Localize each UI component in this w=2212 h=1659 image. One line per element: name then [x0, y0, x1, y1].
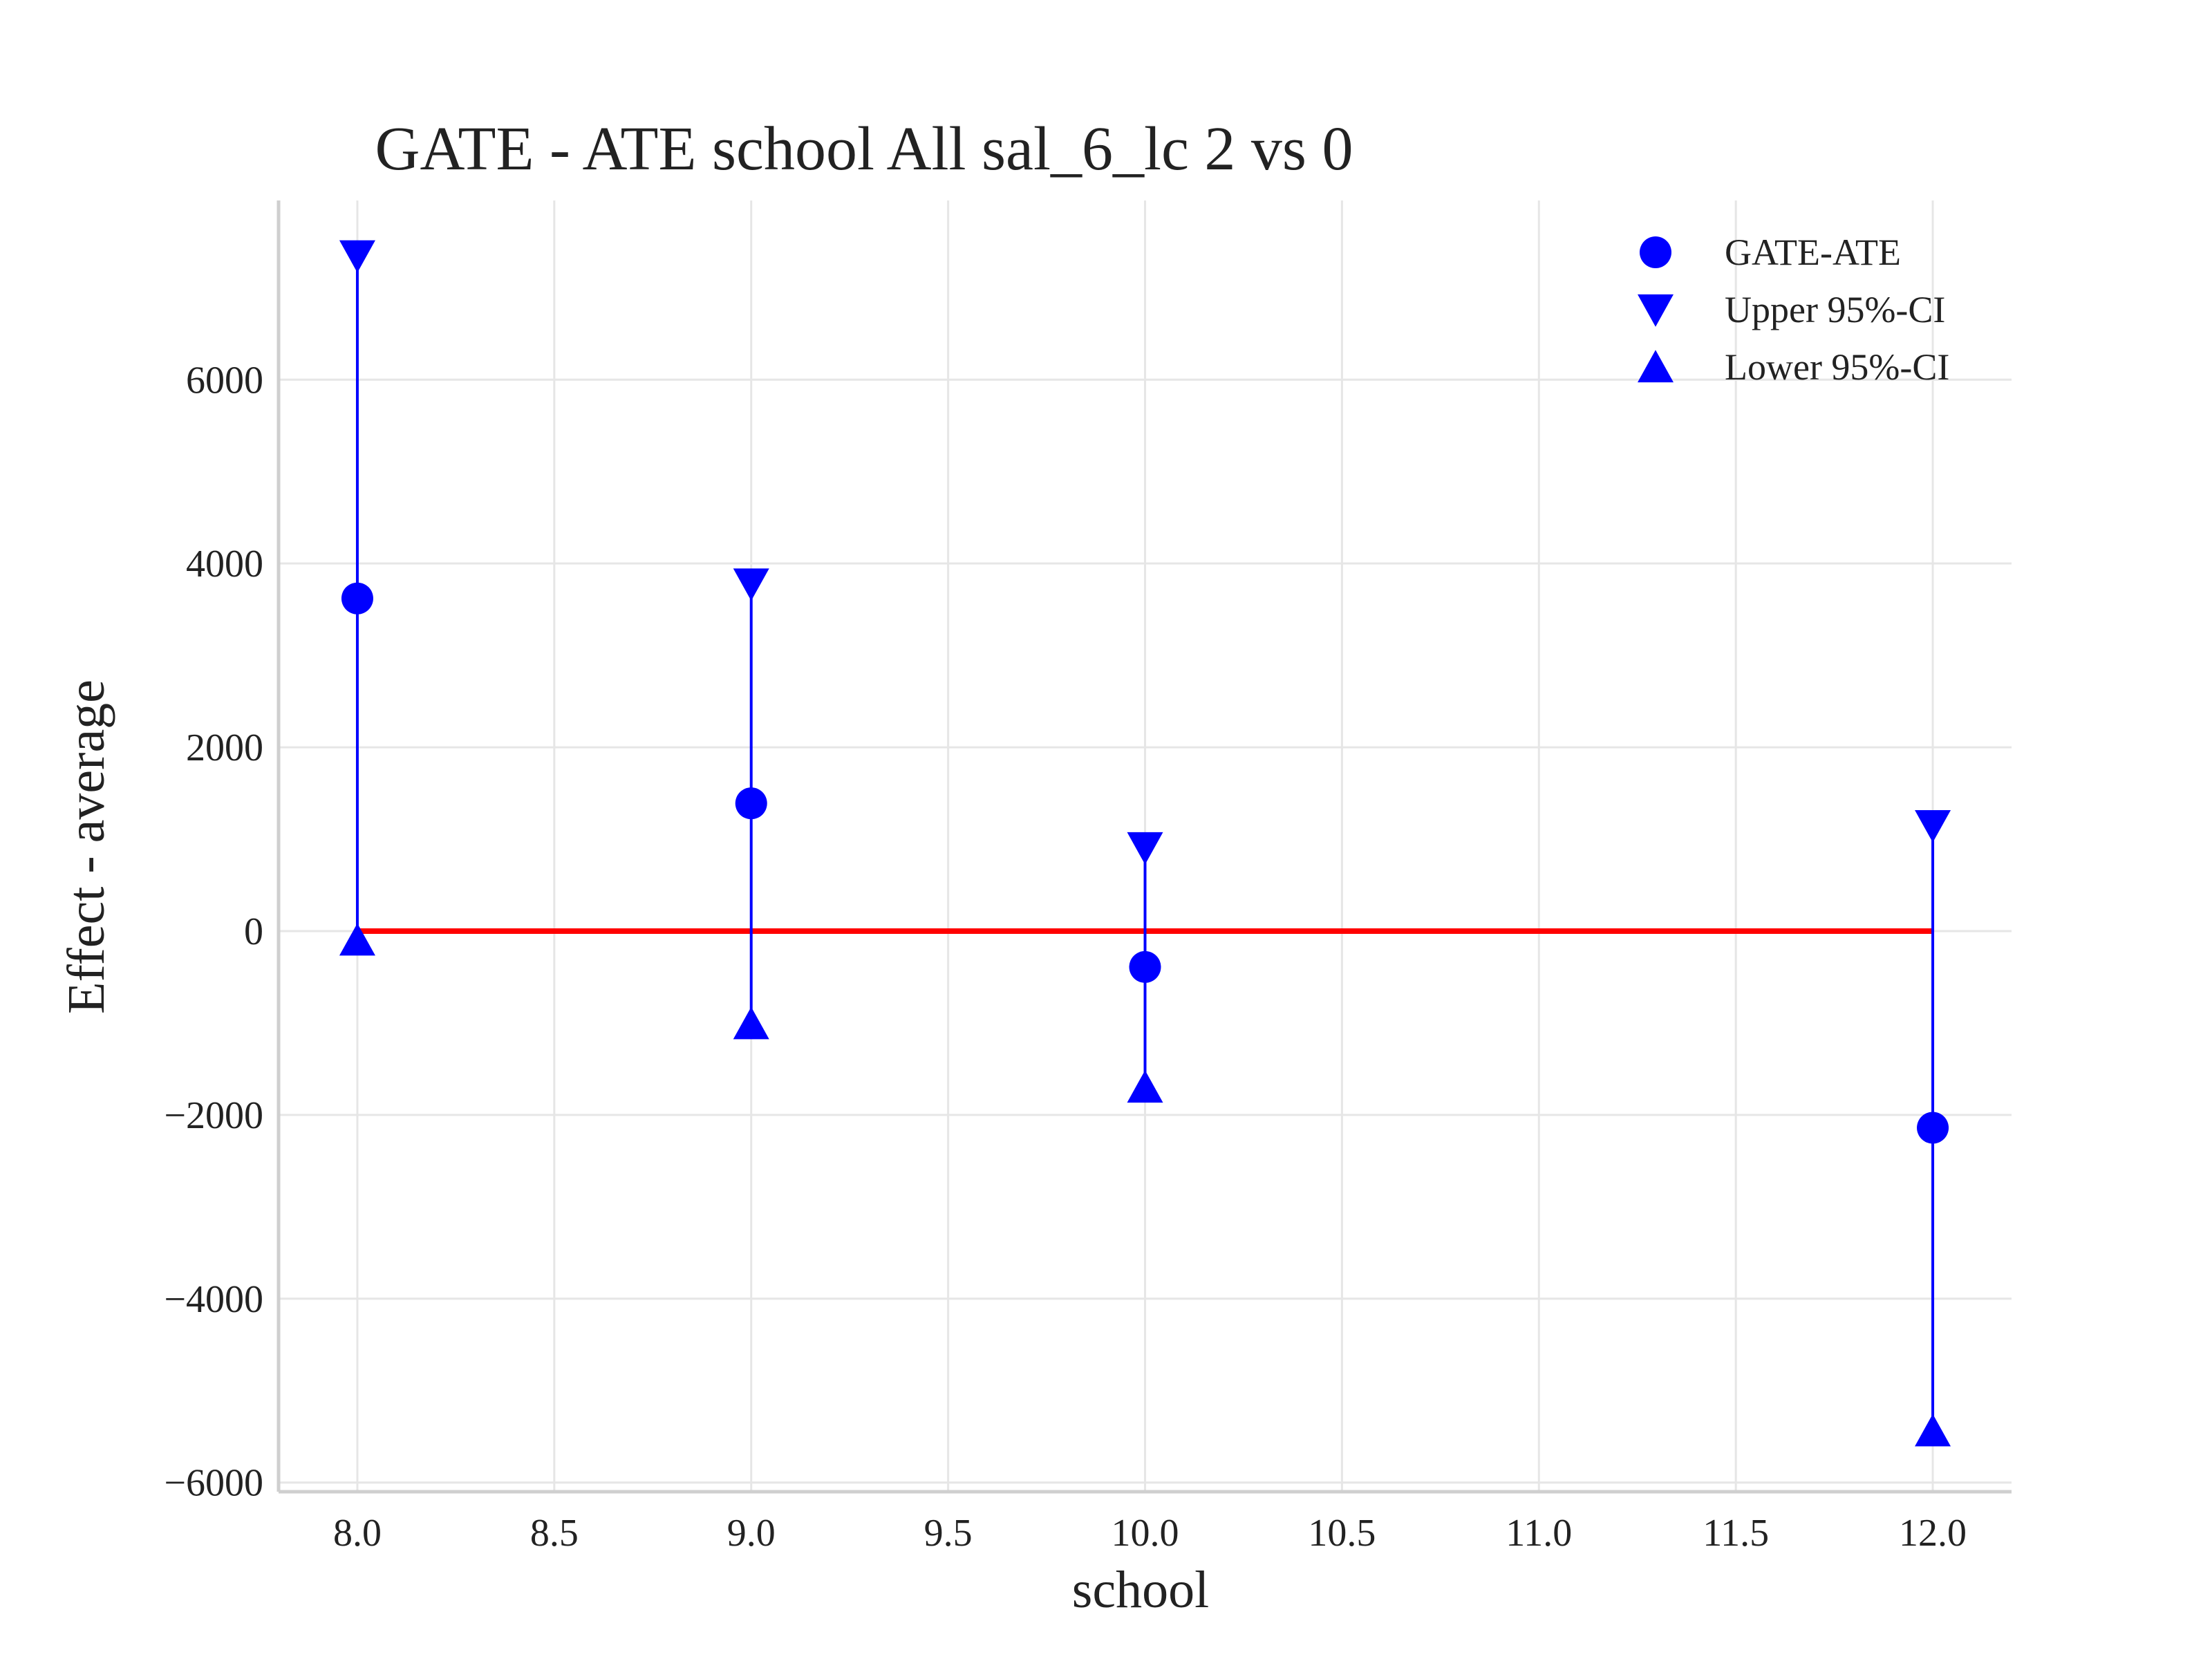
x-tick-label: 8.0 [333, 1512, 382, 1555]
y-tick-label: −2000 [164, 1094, 263, 1137]
lower-ci-marker [339, 923, 375, 956]
gate-ate-point [735, 787, 767, 820]
upper-ci-marker [339, 240, 375, 273]
chart-title: GATE - ATE school All sal_6_lc 2 vs 0 [375, 115, 1353, 183]
legend-label: GATE-ATE [1725, 232, 1901, 273]
upper-ci-marker [733, 568, 769, 601]
x-axis-label: school [1072, 1561, 1209, 1619]
x-tick-label: 8.5 [530, 1512, 579, 1555]
legend-label: Upper 95%-CI [1725, 289, 1945, 330]
y-tick-label: 2000 [186, 727, 263, 769]
upper-ci-marker [1915, 809, 1951, 843]
y-tick-label: 0 [244, 910, 263, 953]
y-axis-label: Effect - average [57, 679, 115, 1014]
x-tick-labels: 8.0 8.5 9.0 9.5 10.0 10.5 11.0 11.5 12.0 [333, 1512, 1967, 1555]
x-tick-label: 9.0 [727, 1512, 776, 1555]
legend: GATE-ATE Upper 95%-CI Lower 95%-CI [1638, 232, 1949, 388]
y-tick-label: 6000 [186, 359, 263, 402]
upper-ci-marker [1127, 832, 1163, 865]
x-tick-label: 10.0 [1112, 1512, 1179, 1555]
x-tick-label: 11.5 [1703, 1512, 1769, 1555]
x-tick-label: 11.0 [1506, 1512, 1572, 1555]
legend-marker-gate-ate [1640, 236, 1671, 268]
lower-ci-marker [1127, 1070, 1163, 1103]
y-tick-label: −6000 [164, 1462, 263, 1505]
lower-ci-marker [1915, 1414, 1951, 1447]
legend-label: Lower 95%-CI [1725, 346, 1949, 388]
y-tick-label: −4000 [164, 1278, 263, 1321]
legend-marker-lower-ci [1638, 350, 1674, 383]
axes-spines [276, 200, 2012, 1494]
y-tick-label: 4000 [186, 543, 263, 585]
gate-ate-point [341, 582, 373, 615]
x-tick-label: 12.0 [1899, 1512, 1967, 1555]
data-marks [339, 240, 1951, 1447]
y-tick-labels: −6000 −4000 −2000 0 2000 4000 6000 [164, 359, 263, 1504]
x-tick-label: 10.5 [1308, 1512, 1376, 1555]
x-tick-label: 9.5 [924, 1512, 973, 1555]
gate-ate-point [1129, 950, 1161, 983]
legend-marker-upper-ci [1638, 294, 1674, 327]
gate-ate-point [1917, 1112, 1949, 1144]
lower-ci-marker [733, 1006, 769, 1040]
